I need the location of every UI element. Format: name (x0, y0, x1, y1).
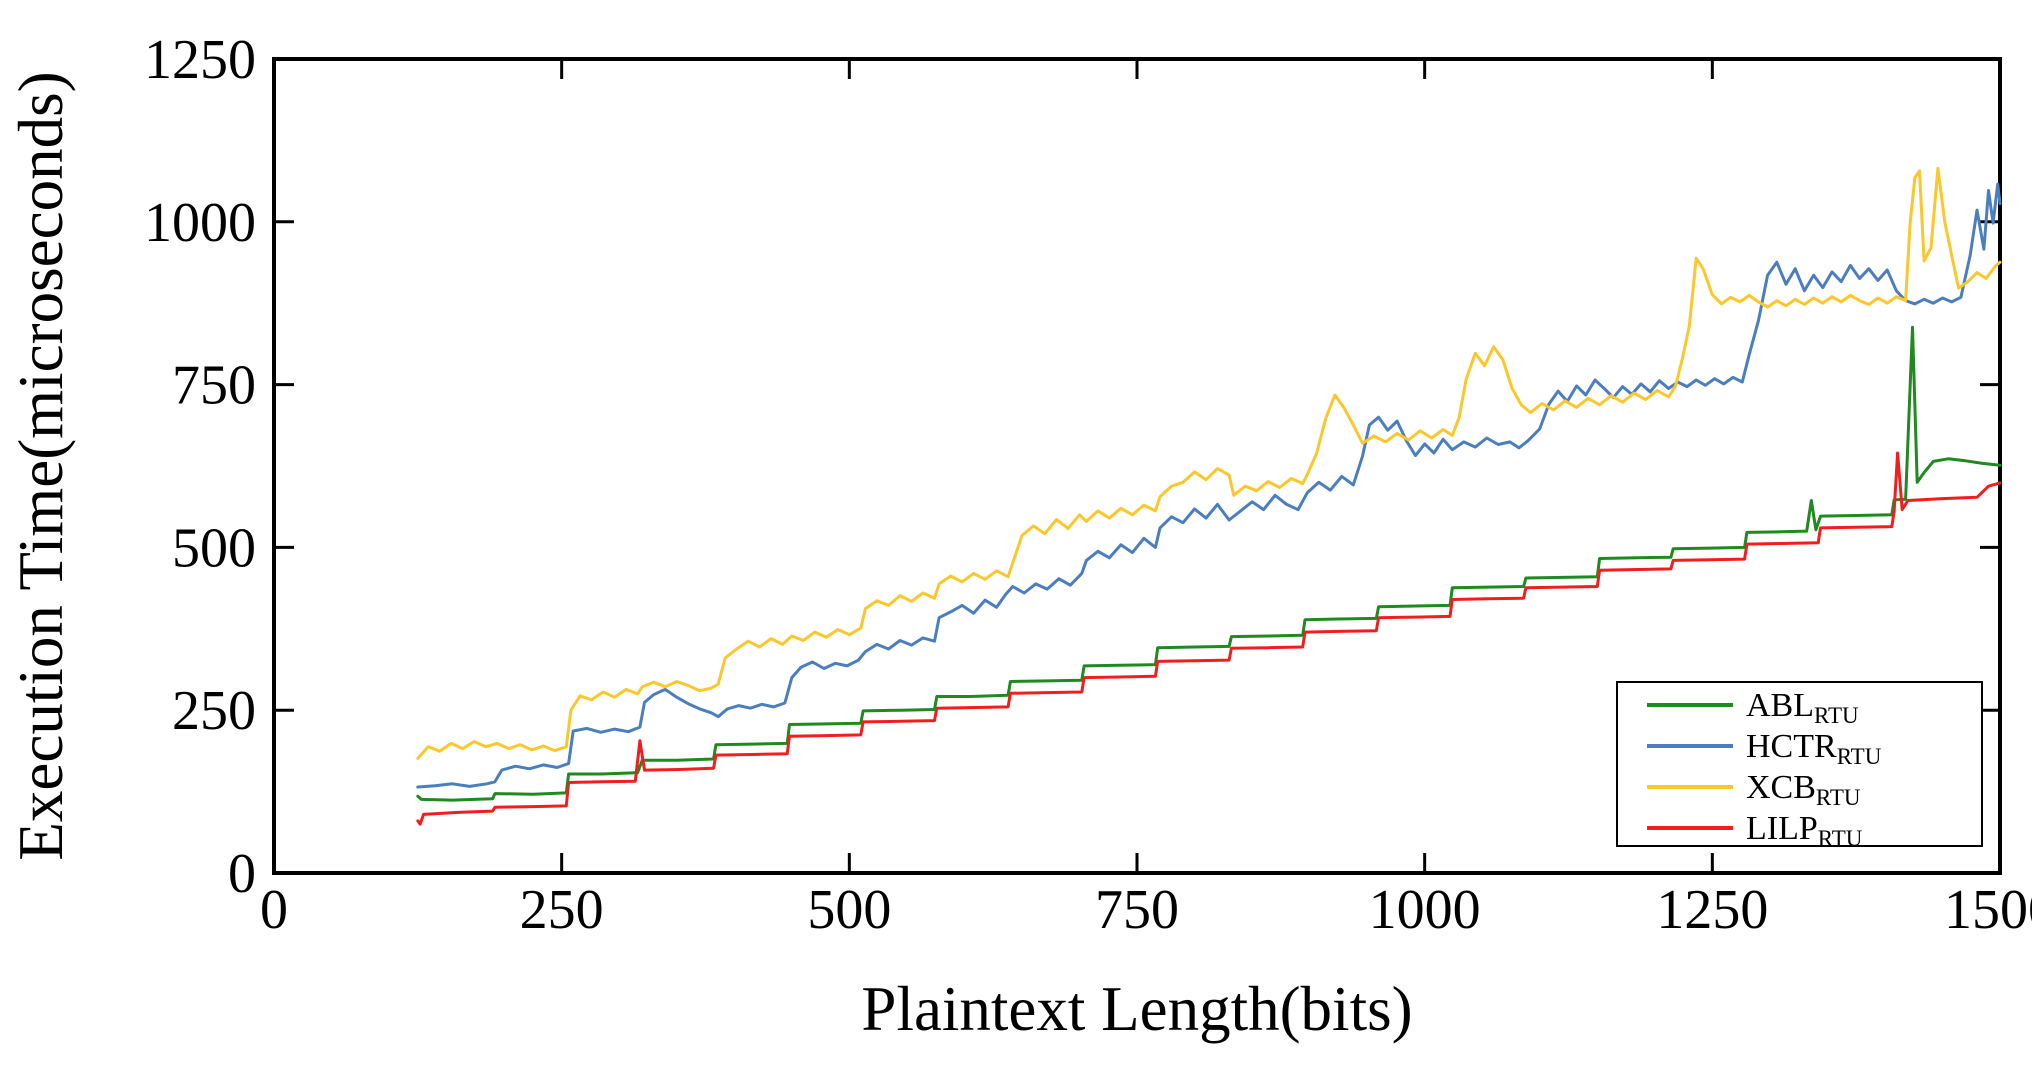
series-line-ABL (416, 325, 2002, 802)
legend-name: ABL (1746, 687, 1814, 724)
legend-name: HCTR (1746, 728, 1837, 765)
x-axis-title: Plaintext Length(bits) (861, 974, 1412, 1044)
y-tick-label: 1250 (144, 29, 256, 91)
y-tick-label: 1000 (144, 192, 256, 254)
legend-name: XCB (1746, 769, 1816, 806)
x-tick-label: 500 (807, 879, 891, 941)
x-tick-label: 250 (520, 879, 604, 941)
series-line-XCB (416, 166, 2002, 760)
x-tick-label: 1000 (1369, 879, 1481, 941)
legend-subscript: RTU (1818, 826, 1863, 851)
legend-subscript: RTU (1837, 744, 1882, 769)
legend-label-HCTR: HCTRRTU (1746, 728, 1882, 769)
x-tick-label: 1250 (1656, 879, 1768, 941)
y-tick-label: 250 (172, 680, 256, 742)
legend-label-XCB: XCBRTU (1746, 769, 1861, 810)
x-tick-label: 0 (260, 879, 288, 941)
legend-label-LILP: LILPRTU (1746, 810, 1863, 851)
series-line-HCTR (416, 182, 2002, 789)
legend-entry-HCTR: HCTRRTU (1647, 728, 1882, 769)
legend-entry-ABL: ABLRTU (1647, 687, 1859, 728)
series-line-LILP (416, 451, 2002, 826)
x-tick-label: 750 (1095, 879, 1179, 941)
legend-subscript: RTU (1816, 785, 1861, 810)
legend-box (1616, 681, 1983, 847)
y-tick-label: 750 (172, 355, 256, 417)
legend-name: LILP (1746, 810, 1818, 847)
legend-subscript: RTU (1814, 703, 1859, 728)
legend-entry-XCB: XCBRTU (1647, 769, 1861, 810)
y-tick-label: 500 (172, 517, 256, 579)
y-axis-title: Execution Time(microseconds) (6, 71, 76, 860)
legend-label-ABL: ABLRTU (1746, 687, 1859, 728)
legend-entry-LILP: LILPRTU (1647, 810, 1863, 851)
y-tick-label: 0 (228, 843, 256, 905)
